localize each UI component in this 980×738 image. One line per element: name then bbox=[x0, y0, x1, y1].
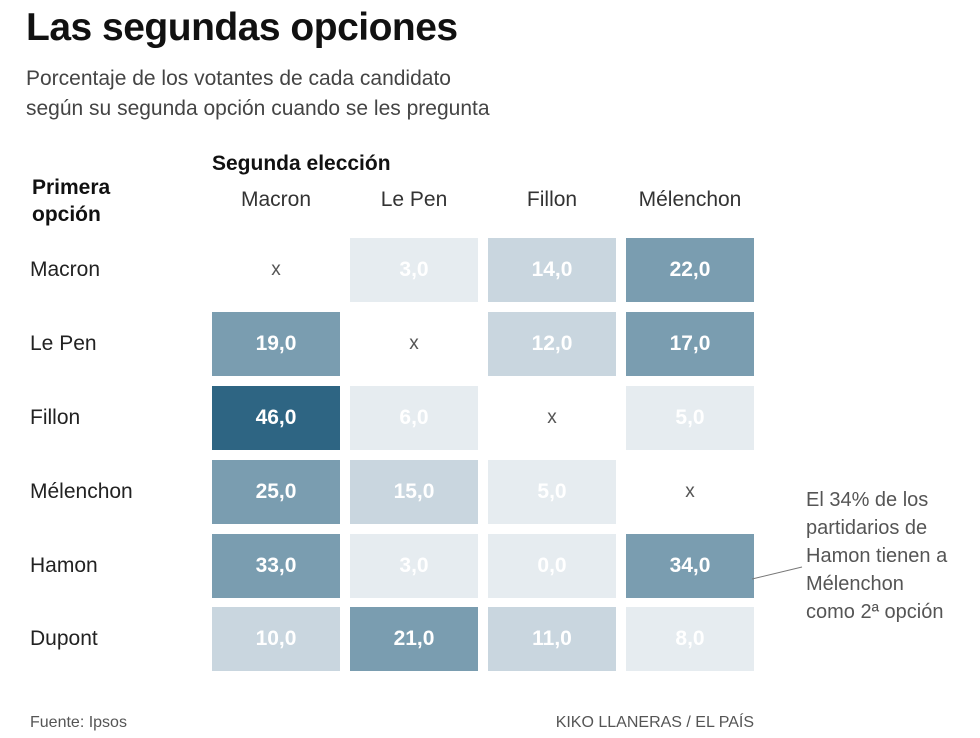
cell-fillon-melenchon: 5,0 bbox=[626, 386, 754, 450]
row-label-fillon: Fillon bbox=[30, 406, 81, 429]
cell-hamon-fillon: 0,0 bbox=[488, 534, 616, 598]
cell-dupont-melenchon: 8,0 bbox=[626, 607, 754, 671]
cell-macron-melenchon: 22,0 bbox=[626, 238, 754, 302]
cell-le-pen-fillon: 12,0 bbox=[488, 312, 616, 376]
column-label-melenchon: Mélenchon bbox=[638, 188, 742, 211]
cell-hamon-melenchon: 34,0 bbox=[626, 534, 754, 598]
cell-le-pen-melenchon: 17,0 bbox=[626, 312, 754, 376]
row-axis-header-line-2: opción bbox=[32, 203, 101, 226]
row-axis-header-line-1: Primera bbox=[32, 176, 111, 199]
annotation-text: El 34% de los partidarios de Hamon tiene… bbox=[806, 486, 947, 626]
cell-dupont-macron: 10,0 bbox=[212, 607, 340, 671]
column-axis-header: Segunda elección bbox=[212, 152, 391, 175]
row-label-macron: Macron bbox=[30, 258, 101, 281]
annotation-line-3: Hamon tienen a bbox=[806, 545, 948, 567]
annotation-line-4: Mélenchon bbox=[806, 573, 904, 595]
row-label-dupont: Dupont bbox=[30, 627, 98, 650]
column-label-le-pen: Le Pen bbox=[380, 188, 448, 211]
row-label-le-pen: Le Pen bbox=[30, 332, 97, 355]
cell-fillon-le-pen: 6,0 bbox=[350, 386, 478, 450]
chart-subtitle: Porcentaje de los votantes de cada candi… bbox=[26, 64, 646, 124]
cell-dupont-le-pen: 21,0 bbox=[350, 607, 478, 671]
column-label-macron: Macron bbox=[240, 188, 312, 211]
cell-melenchon-macron: 25,0 bbox=[212, 460, 340, 524]
cell-hamon-le-pen: 3,0 bbox=[350, 534, 478, 598]
chart-title: Las segundas opciones bbox=[26, 6, 458, 49]
credit-note: KIKO LLANERAS / EL PAÍS bbox=[555, 714, 754, 731]
cell-empty-le-pen: x bbox=[409, 333, 419, 354]
cell-dupont-fillon: 11,0 bbox=[488, 607, 616, 671]
row-label-melenchon: Mélenchon bbox=[30, 480, 133, 503]
source-note: Fuente: Ipsos bbox=[30, 714, 127, 731]
subtitle-line-2: según su segunda opción cuando se les pr… bbox=[26, 97, 490, 120]
subtitle-line-1: Porcentaje de los votantes de cada candi… bbox=[26, 67, 451, 90]
annotation-line-5: como 2ª opción bbox=[806, 601, 944, 623]
cell-le-pen-macron: 19,0 bbox=[212, 312, 340, 376]
cell-melenchon-le-pen: 15,0 bbox=[350, 460, 478, 524]
cell-macron-le-pen: 3,0 bbox=[350, 238, 478, 302]
column-label-fillon: Fillon bbox=[526, 188, 578, 211]
cell-empty-melenchon: x bbox=[685, 481, 695, 502]
annotation-line-1: El 34% de los bbox=[806, 489, 929, 511]
annotation-leader-line bbox=[752, 566, 803, 580]
cell-macron-fillon: 14,0 bbox=[488, 238, 616, 302]
row-axis-header: Primera opción bbox=[32, 174, 110, 228]
cell-fillon-macron: 46,0 bbox=[212, 386, 340, 450]
annotation-line-2: partidarios de bbox=[806, 517, 928, 539]
cell-hamon-macron: 33,0 bbox=[212, 534, 340, 598]
cell-empty-fillon: x bbox=[547, 407, 557, 428]
cell-empty-macron: x bbox=[271, 259, 281, 280]
row-label-hamon: Hamon bbox=[30, 554, 98, 577]
cell-melenchon-fillon: 5,0 bbox=[488, 460, 616, 524]
